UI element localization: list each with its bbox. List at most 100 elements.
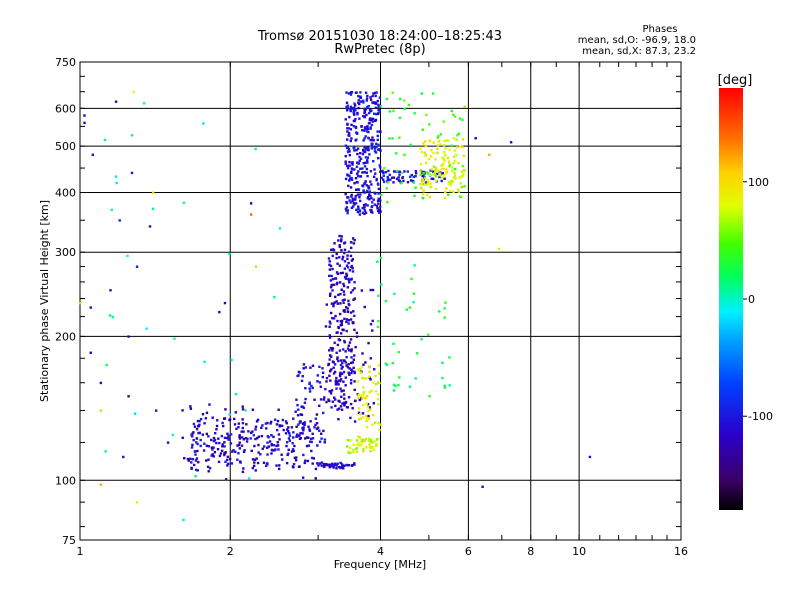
data-point xyxy=(360,365,364,369)
data-point xyxy=(348,446,352,450)
data-point xyxy=(348,269,352,272)
data-point xyxy=(435,172,439,176)
data-point xyxy=(219,452,223,455)
data-point xyxy=(275,428,279,432)
data-point xyxy=(380,283,383,286)
data-point xyxy=(201,413,205,416)
data-point xyxy=(295,435,298,438)
data-point xyxy=(347,131,351,135)
data-point xyxy=(353,113,356,116)
data-point xyxy=(270,443,273,446)
data-point xyxy=(330,283,334,287)
data-point xyxy=(398,376,401,379)
data-point xyxy=(414,171,418,175)
data-point xyxy=(384,299,388,303)
data-point xyxy=(198,419,201,423)
data-point xyxy=(397,179,401,182)
data-point xyxy=(352,201,355,205)
data-point xyxy=(367,409,370,413)
data-point xyxy=(509,141,513,144)
data-point xyxy=(316,380,319,383)
data-point xyxy=(435,187,438,191)
data-point xyxy=(297,423,300,426)
data-point xyxy=(207,470,210,473)
data-point xyxy=(381,169,384,173)
data-point xyxy=(376,381,380,384)
data-point xyxy=(442,120,445,123)
data-point xyxy=(208,403,211,406)
data-point xyxy=(377,403,380,406)
data-point xyxy=(373,147,377,150)
data-point xyxy=(377,393,380,396)
data-point xyxy=(459,182,463,185)
data-point xyxy=(252,464,256,468)
y-tick-label: 100 xyxy=(55,474,76,487)
data-point xyxy=(203,422,206,425)
data-point xyxy=(349,105,353,109)
data-point xyxy=(363,181,367,185)
data-point xyxy=(374,106,378,110)
data-point xyxy=(292,466,295,469)
data-point xyxy=(333,363,337,366)
data-point xyxy=(316,444,319,447)
data-point xyxy=(403,153,406,157)
data-point xyxy=(132,90,135,94)
data-point xyxy=(363,171,366,174)
data-point xyxy=(220,434,224,438)
data-point xyxy=(366,156,370,159)
data-point xyxy=(254,437,257,441)
data-point xyxy=(342,389,345,392)
data-point xyxy=(350,206,354,209)
data-point xyxy=(369,446,372,449)
data-point xyxy=(278,227,282,230)
data-point xyxy=(337,359,340,363)
data-point xyxy=(458,176,461,179)
data-point xyxy=(332,372,336,375)
data-point xyxy=(386,177,390,180)
data-point xyxy=(255,420,259,423)
data-point xyxy=(342,348,345,351)
data-point xyxy=(436,147,439,151)
data-point xyxy=(301,422,305,425)
data-points xyxy=(79,90,592,522)
data-point xyxy=(224,460,227,463)
data-point xyxy=(363,137,366,140)
data-point xyxy=(438,175,441,179)
data-point xyxy=(449,184,452,187)
data-point xyxy=(366,105,369,109)
data-point xyxy=(205,444,209,447)
data-point xyxy=(374,192,377,195)
data-point xyxy=(348,160,351,164)
data-point xyxy=(361,148,365,152)
data-point xyxy=(251,458,255,461)
data-point xyxy=(426,182,430,186)
x-tick-label: 16 xyxy=(674,545,688,558)
data-point xyxy=(373,440,376,443)
data-point xyxy=(362,150,365,153)
data-point xyxy=(351,321,355,325)
data-point xyxy=(309,420,312,423)
data-point xyxy=(432,141,435,144)
data-point xyxy=(335,271,339,274)
data-point xyxy=(356,147,360,150)
data-point xyxy=(254,265,258,268)
data-point xyxy=(341,258,344,261)
data-point xyxy=(305,444,309,448)
data-point xyxy=(211,448,214,451)
data-point xyxy=(355,131,358,134)
data-point xyxy=(181,436,184,440)
data-point xyxy=(366,94,369,98)
data-point xyxy=(372,381,375,384)
data-point xyxy=(336,408,339,411)
data-point xyxy=(364,191,367,194)
data-point xyxy=(190,467,193,470)
data-point xyxy=(327,463,330,467)
data-point xyxy=(379,166,382,169)
data-point xyxy=(328,390,331,393)
data-point xyxy=(414,377,417,380)
data-point xyxy=(357,106,360,110)
data-point xyxy=(352,448,355,451)
data-point xyxy=(364,203,367,206)
data-point xyxy=(331,254,334,258)
data-point xyxy=(328,358,331,361)
